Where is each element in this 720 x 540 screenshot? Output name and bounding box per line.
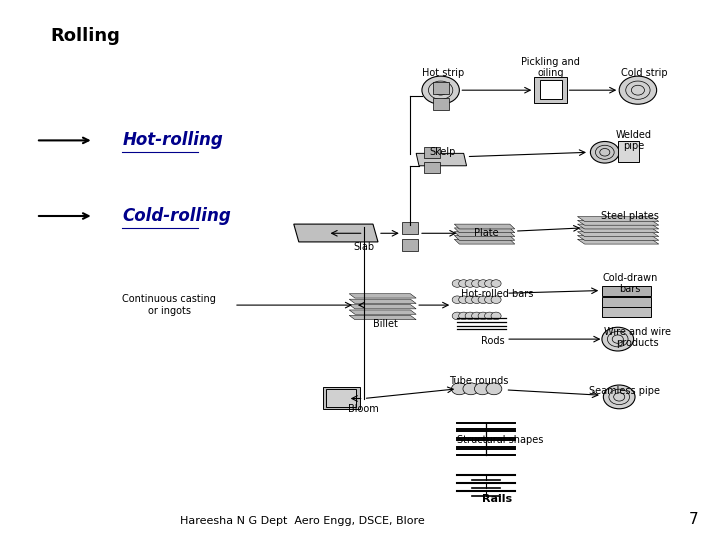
Circle shape	[603, 385, 635, 409]
Bar	[534, 77, 567, 103]
Bar	[402, 222, 418, 234]
Text: 7: 7	[689, 511, 698, 526]
Text: Seamless pipe: Seamless pipe	[590, 387, 660, 396]
Bar	[540, 80, 562, 99]
Text: Continuous casting
or ingots: Continuous casting or ingots	[122, 294, 216, 316]
Circle shape	[472, 312, 482, 320]
Circle shape	[451, 383, 467, 395]
Text: Hot strip: Hot strip	[422, 68, 464, 78]
Circle shape	[474, 383, 490, 395]
Polygon shape	[577, 235, 659, 240]
Circle shape	[452, 312, 462, 320]
Polygon shape	[577, 239, 659, 244]
Circle shape	[485, 296, 495, 303]
Text: Rails: Rails	[482, 495, 512, 504]
Polygon shape	[577, 220, 659, 225]
Polygon shape	[454, 232, 515, 237]
Text: Tube rounds: Tube rounds	[449, 376, 508, 386]
Circle shape	[465, 280, 475, 287]
Polygon shape	[416, 153, 467, 166]
Bar	[323, 387, 360, 409]
Polygon shape	[577, 228, 659, 233]
Circle shape	[478, 296, 488, 303]
Text: Wire and wire
products: Wire and wire products	[604, 327, 672, 348]
Polygon shape	[349, 305, 416, 309]
Circle shape	[472, 280, 482, 287]
Text: Cold-drawn
bars: Cold-drawn bars	[603, 273, 657, 294]
Bar	[402, 239, 418, 251]
Bar	[424, 147, 440, 158]
Polygon shape	[454, 224, 515, 229]
Text: Skelp: Skelp	[430, 147, 456, 157]
Bar	[618, 141, 639, 162]
Text: Steel plates: Steel plates	[601, 211, 659, 221]
Circle shape	[478, 280, 488, 287]
Text: Rolling: Rolling	[50, 27, 120, 45]
Bar	[424, 162, 440, 173]
Bar	[326, 389, 356, 407]
Text: Hareesha N G Dept  Aero Engg, DSCE, Blore: Hareesha N G Dept Aero Engg, DSCE, Blore	[180, 516, 425, 526]
Text: Rods: Rods	[482, 336, 505, 346]
Polygon shape	[577, 224, 659, 229]
Circle shape	[459, 280, 469, 287]
Text: Hot-rolled bars: Hot-rolled bars	[461, 289, 533, 299]
Circle shape	[485, 312, 495, 320]
Circle shape	[486, 383, 502, 395]
Polygon shape	[349, 310, 416, 314]
Text: Pickling and
oiling: Pickling and oiling	[521, 57, 580, 78]
Polygon shape	[454, 239, 515, 244]
Bar	[602, 286, 651, 296]
Circle shape	[491, 280, 501, 287]
Text: Cold-rolling: Cold-rolling	[122, 207, 231, 225]
Bar	[433, 98, 449, 110]
Text: Hot-rolling: Hot-rolling	[122, 131, 223, 150]
Circle shape	[459, 312, 469, 320]
Polygon shape	[454, 228, 515, 233]
Circle shape	[485, 280, 495, 287]
Text: Cold strip: Cold strip	[621, 68, 667, 78]
Circle shape	[452, 280, 462, 287]
Circle shape	[465, 296, 475, 303]
Bar	[433, 82, 449, 94]
Bar	[602, 297, 651, 307]
Polygon shape	[349, 299, 416, 303]
Circle shape	[452, 296, 462, 303]
Polygon shape	[577, 232, 659, 237]
Circle shape	[491, 296, 501, 303]
Polygon shape	[349, 315, 416, 320]
Polygon shape	[577, 217, 659, 221]
Circle shape	[491, 312, 501, 320]
Polygon shape	[294, 224, 378, 242]
Text: Structural shapes: Structural shapes	[457, 435, 544, 445]
Polygon shape	[454, 235, 515, 240]
Bar	[602, 307, 651, 317]
Circle shape	[602, 327, 634, 351]
Text: Billet: Billet	[373, 319, 397, 329]
Circle shape	[459, 296, 469, 303]
Circle shape	[478, 312, 488, 320]
Text: Plate: Plate	[474, 228, 498, 238]
Circle shape	[619, 76, 657, 104]
Text: Slab: Slab	[353, 242, 374, 252]
Text: Bloom: Bloom	[348, 404, 379, 414]
Polygon shape	[349, 294, 416, 298]
Circle shape	[590, 141, 619, 163]
Circle shape	[472, 296, 482, 303]
Circle shape	[422, 76, 459, 104]
Text: Welded
pipe: Welded pipe	[616, 130, 652, 151]
Circle shape	[463, 383, 479, 395]
Circle shape	[465, 312, 475, 320]
